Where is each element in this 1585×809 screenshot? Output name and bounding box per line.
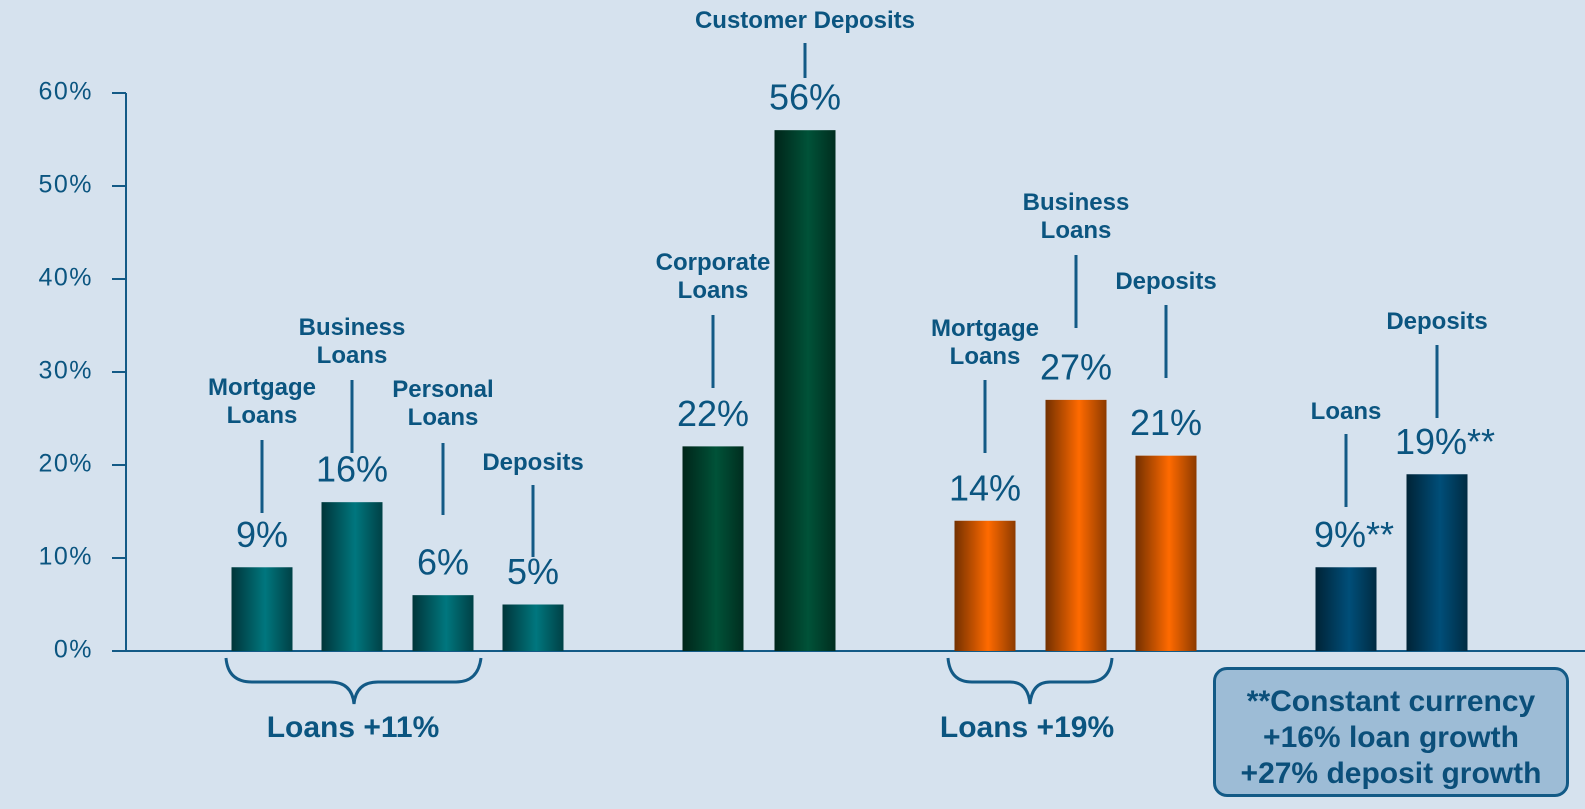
category-label: Deposits xyxy=(1386,308,1488,335)
category-label: Deposits xyxy=(1115,268,1217,295)
bar-shade xyxy=(682,446,744,651)
value-label: 56% xyxy=(769,77,841,118)
y-tick-label: 60% xyxy=(38,78,93,106)
note-line: +16% loan growth xyxy=(1263,721,1519,754)
value-label: 9%** xyxy=(1314,514,1394,555)
value-label: 22% xyxy=(677,393,749,434)
category-label: Corporate Loans xyxy=(655,249,771,304)
category-label: Deposits xyxy=(482,449,584,476)
value-label: 27% xyxy=(1040,346,1112,387)
bar-shade xyxy=(412,595,474,651)
value-label: 5% xyxy=(507,551,559,592)
category-label: Personal Loans xyxy=(392,376,494,431)
category-label: Business Loans xyxy=(1022,189,1130,244)
bar-shade xyxy=(1045,399,1107,651)
y-tick-label: 0% xyxy=(54,636,93,664)
annotation: Loans +11% xyxy=(266,711,440,744)
bar-shade xyxy=(954,520,1016,651)
brace xyxy=(224,657,483,705)
y-tick-label: 20% xyxy=(38,450,93,478)
y-tick-label: 50% xyxy=(38,171,93,199)
category-label: Loans xyxy=(1310,398,1382,425)
bar-shade xyxy=(502,604,564,651)
category-label: Mortgage Loans xyxy=(931,315,1039,370)
value-label: 21% xyxy=(1130,402,1202,443)
y-tick-label: 10% xyxy=(38,543,93,571)
category-label: Mortgage Loans xyxy=(208,374,316,429)
value-label: 14% xyxy=(949,467,1021,508)
bar-shade xyxy=(1315,567,1377,651)
value-label: 16% xyxy=(316,449,388,490)
bar-shade xyxy=(774,130,836,651)
bar-shade xyxy=(231,567,293,651)
bar-shade xyxy=(1406,474,1468,651)
category-label: Business Loans xyxy=(298,314,406,369)
y-tick-label: 40% xyxy=(38,264,93,292)
value-label: 9% xyxy=(236,514,288,555)
note-line: **Constant currency xyxy=(1246,685,1536,718)
annotation: Loans +19% xyxy=(939,711,1115,744)
value-label: 19%** xyxy=(1395,421,1495,462)
y-tick-label: 30% xyxy=(38,357,93,385)
bar-shade xyxy=(321,502,383,651)
category-label: Customer Deposits xyxy=(694,7,916,34)
brace xyxy=(946,657,1114,705)
value-label: 6% xyxy=(417,542,469,583)
note-box: **Constant currency +16% loan growth +27… xyxy=(1213,667,1569,797)
bar-shade xyxy=(1135,455,1197,651)
note-line: +27% deposit growth xyxy=(1240,757,1542,790)
